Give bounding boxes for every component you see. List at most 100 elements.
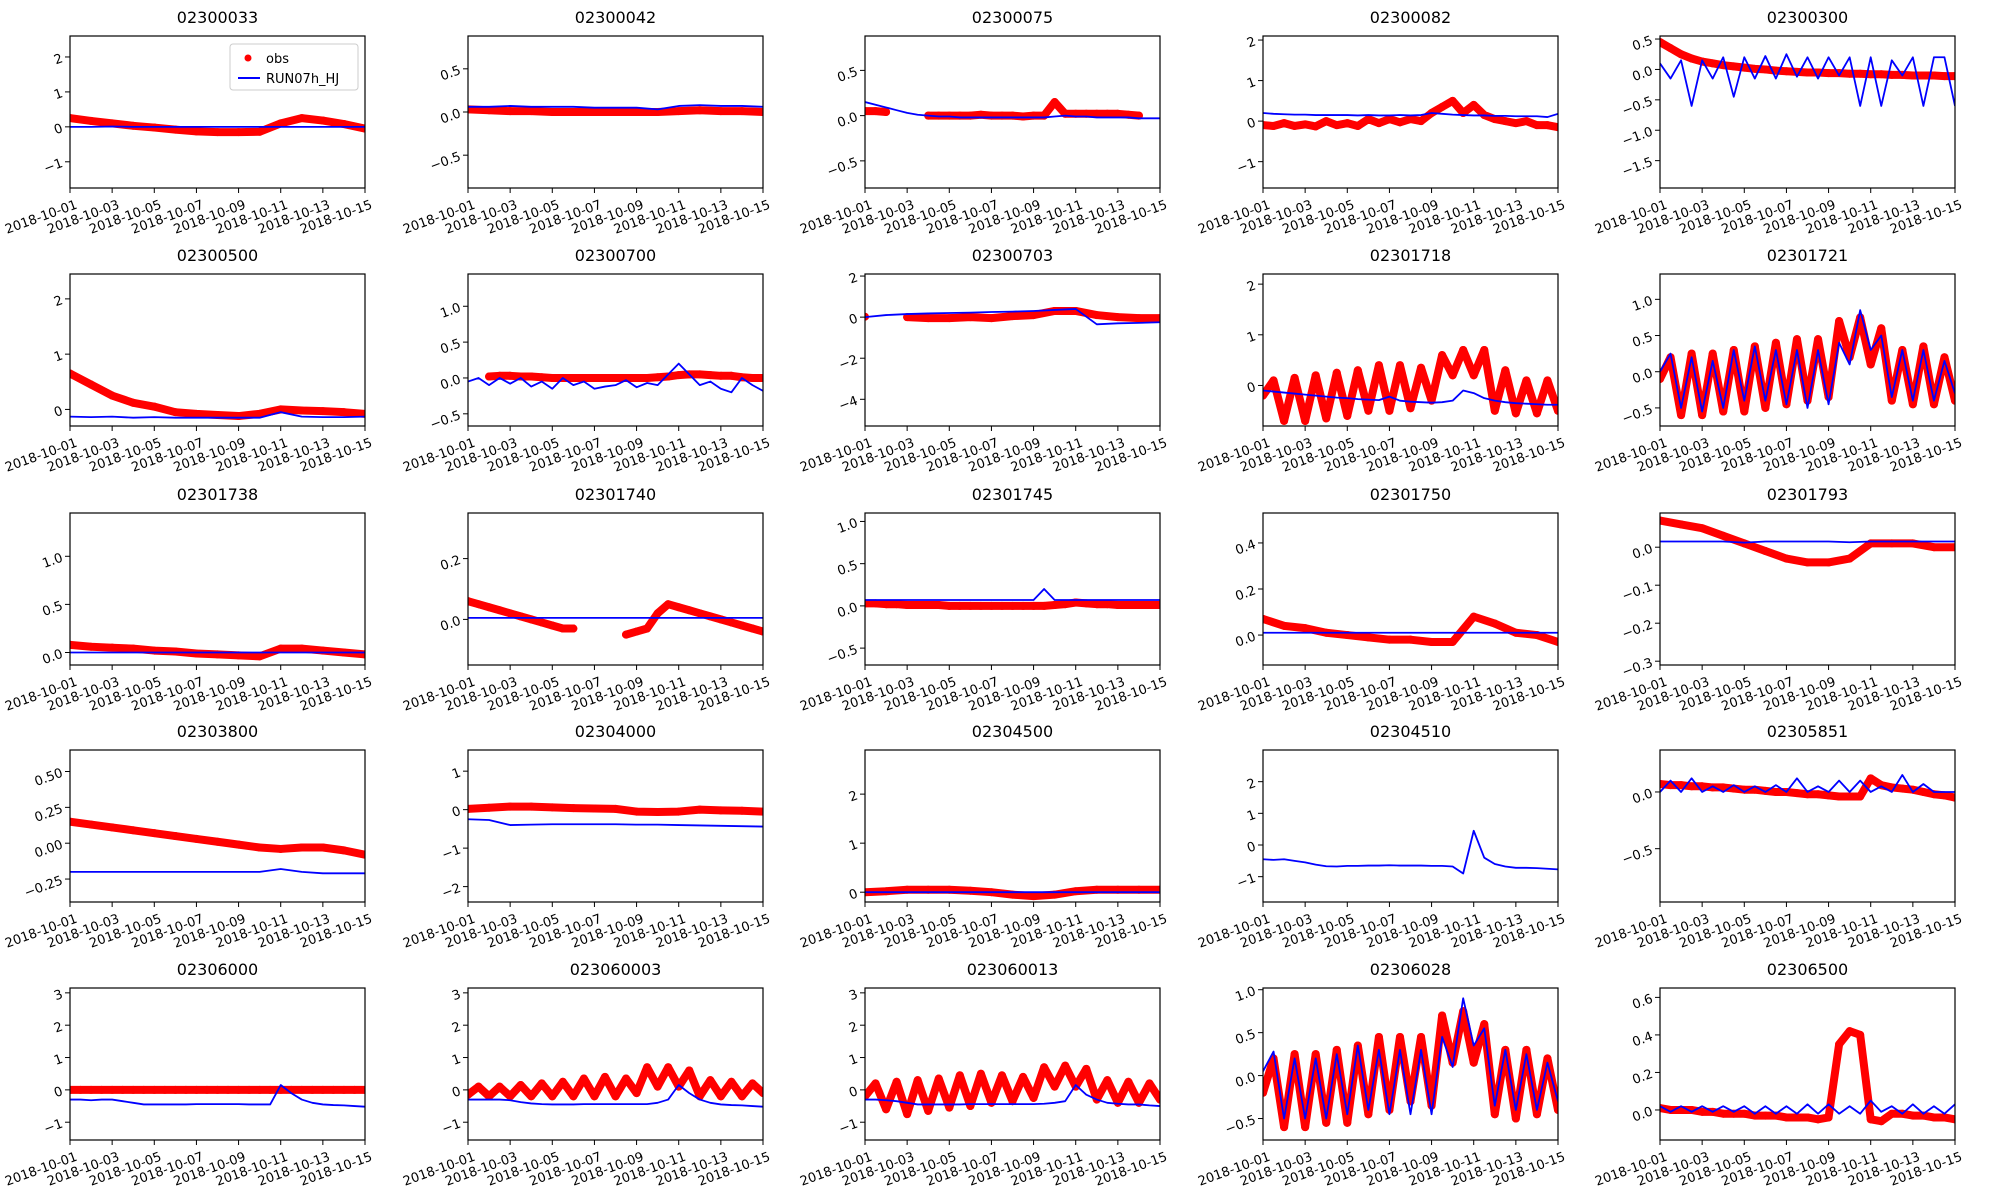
obs-point xyxy=(685,606,694,615)
sim-series-line xyxy=(468,818,763,828)
axes-frame xyxy=(864,512,1161,666)
y-tick-label: 1.0 xyxy=(1234,984,1259,1005)
y-tick-label: 0.0 xyxy=(836,110,861,131)
obs-point xyxy=(1311,122,1320,131)
obs-point xyxy=(1729,62,1738,71)
obs-point xyxy=(468,597,472,606)
obs-point xyxy=(1666,44,1675,53)
obs-point xyxy=(716,615,725,624)
subplot-title: 02305851 xyxy=(1767,722,1848,741)
obs-point xyxy=(1343,119,1352,128)
obs-point xyxy=(181,1085,190,1094)
obs-point xyxy=(1374,1032,1383,1041)
obs-point xyxy=(297,644,306,653)
obs-point xyxy=(1929,71,1938,80)
y-tick-label: −0.5 xyxy=(1620,402,1655,427)
y-tick-label: 2 xyxy=(847,1020,860,1037)
obs-point xyxy=(1103,600,1112,609)
obs-point xyxy=(1660,780,1664,789)
obs-point xyxy=(255,652,264,661)
obs-point xyxy=(1113,601,1122,610)
legend-obs-marker xyxy=(244,54,252,62)
obs-point xyxy=(1364,633,1373,642)
obs-point xyxy=(913,1076,922,1085)
obs-point xyxy=(924,314,933,323)
obs-point xyxy=(569,108,578,116)
y-tick-label: 0.0 xyxy=(1631,366,1656,387)
obs-point xyxy=(1019,601,1028,610)
obs-point xyxy=(318,1085,327,1094)
y-tick-label: 0.5 xyxy=(439,336,464,357)
obs-point xyxy=(1792,789,1801,798)
obs-point xyxy=(622,630,631,639)
sim-series-line xyxy=(70,1084,365,1108)
obs-point xyxy=(171,647,180,656)
subplot: 023005000122018-10-012018-10-032018-10-0… xyxy=(3,246,374,476)
obs-point xyxy=(685,1066,694,1075)
plot-area xyxy=(70,1084,365,1108)
subplot-title: 02301718 xyxy=(1370,246,1451,265)
obs-point xyxy=(308,1085,317,1094)
obs-point xyxy=(1698,524,1707,533)
subplot: 023065000.00.20.40.62018-10-012018-10-03… xyxy=(1593,960,1964,1190)
obs-point xyxy=(1782,67,1791,76)
obs-point xyxy=(1698,1107,1707,1116)
axes-frame xyxy=(864,35,1161,189)
subplot: 023060013−101232018-10-012018-10-032018-… xyxy=(798,960,1169,1190)
obs-point xyxy=(737,107,746,116)
obs-point xyxy=(1395,361,1404,370)
obs-point xyxy=(1835,1040,1844,1049)
axes-frame xyxy=(1659,987,1956,1141)
obs-point xyxy=(1374,119,1383,128)
obs-point xyxy=(1845,69,1854,78)
obs-point xyxy=(1145,601,1154,610)
obs-point xyxy=(548,803,557,812)
subplot: 02300033−10122018-10-012018-10-032018-10… xyxy=(3,8,374,238)
obs-point xyxy=(1322,1118,1331,1127)
obs-point xyxy=(1856,1030,1865,1039)
obs-point xyxy=(1940,791,1949,800)
plot-area xyxy=(865,1061,1160,1119)
obs-point xyxy=(1406,404,1415,413)
y-tick-label: 0.4 xyxy=(1234,537,1259,558)
y-tick-label: 0 xyxy=(1245,380,1258,397)
obs-point xyxy=(674,807,683,816)
obs-point xyxy=(1156,601,1160,610)
plot-area xyxy=(468,802,763,828)
obs-point xyxy=(1501,117,1510,126)
axes-frame xyxy=(1262,35,1559,189)
subplot: 023060003−101232018-10-012018-10-032018-… xyxy=(401,960,772,1190)
y-tick-label: 2 xyxy=(52,51,65,68)
obs-point xyxy=(1708,59,1717,68)
subplot: 02306028−0.50.00.51.02018-10-012018-10-0… xyxy=(1196,960,1567,1190)
obs-point xyxy=(1029,111,1038,120)
subplot-title: 02301745 xyxy=(972,485,1053,504)
y-tick-label: −4 xyxy=(837,394,860,415)
obs-point xyxy=(903,601,912,610)
obs-point xyxy=(76,1085,85,1094)
obs-point xyxy=(1156,1095,1160,1104)
obs-point xyxy=(955,1071,964,1080)
axes-frame xyxy=(1262,273,1559,427)
obs-point xyxy=(1469,1058,1478,1067)
subplot: 02300042−0.50.00.52018-10-012018-10-0320… xyxy=(401,8,772,238)
axes-frame xyxy=(1659,273,1956,427)
obs-point xyxy=(934,1074,943,1083)
obs-point xyxy=(1417,117,1426,126)
obs-point xyxy=(569,804,578,813)
obs-point xyxy=(1824,69,1833,78)
obs-point xyxy=(70,640,74,649)
subplot: 02304000−2−1012018-10-012018-10-032018-1… xyxy=(401,722,772,952)
subplot-title: 02306028 xyxy=(1370,960,1451,979)
obs-point xyxy=(361,850,365,859)
obs-point xyxy=(1845,792,1854,801)
sim-series-line xyxy=(1660,540,1955,544)
obs-point xyxy=(945,314,954,323)
plot-area xyxy=(1263,612,1558,646)
obs-point xyxy=(1050,601,1059,610)
obs-point xyxy=(234,128,243,137)
obs-point xyxy=(468,804,472,813)
obs-point xyxy=(622,1074,631,1083)
obs-point xyxy=(1040,111,1049,120)
obs-point xyxy=(1301,624,1310,633)
